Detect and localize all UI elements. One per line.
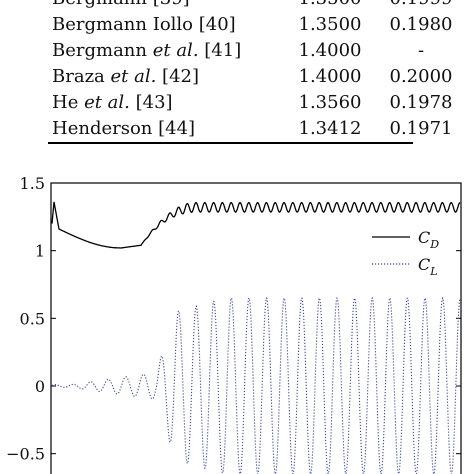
force-coefficient-chart: 1.5 1 0.5 0 −0.5 CD CL bbox=[6, 174, 462, 474]
method-cell: He et al. [43] bbox=[52, 92, 173, 113]
method-cell: Bergmann Iollo [40] bbox=[52, 14, 236, 35]
method-cell: Bergmann [39] bbox=[52, 0, 274, 12]
table-row: Braza et al. [42] 1.4000 0.2000 bbox=[52, 64, 456, 90]
y-tick-label: 1.5 bbox=[20, 174, 45, 193]
cd-value-cell: 1.3500 bbox=[298, 14, 362, 35]
table-row: He et al. [43] 1.3560 0.1978 bbox=[52, 90, 456, 116]
y-tick-label: 0 bbox=[35, 377, 45, 396]
cd-value-cell: 1.3500 bbox=[274, 0, 386, 12]
legend-label-l: CL bbox=[418, 255, 438, 278]
st-value-cell: 0.1980 bbox=[389, 14, 453, 35]
plot-frame bbox=[50, 182, 462, 474]
table-row: Bergmann Iollo [40] 1.3500 0.1980 bbox=[52, 12, 456, 38]
st-value-cell: - bbox=[417, 40, 425, 61]
legend-label-d: CD bbox=[418, 228, 439, 251]
table-row: Henderson [44] 1.3412 0.1971 bbox=[52, 116, 456, 142]
series-cl-line bbox=[51, 296, 461, 474]
y-tick-label: −0.5 bbox=[6, 445, 45, 464]
cd-value-cell: 1.3560 bbox=[298, 92, 362, 113]
cd-value-cell: 1.4000 bbox=[298, 66, 362, 87]
method-cell: Bergmann et al. [41] bbox=[52, 40, 242, 61]
legend-box bbox=[360, 224, 452, 282]
method-cell: Braza et al. [42] bbox=[52, 66, 199, 87]
st-value-cell: 0.1999 bbox=[386, 0, 456, 12]
series-cd-line bbox=[51, 201, 461, 249]
st-value-cell: 0.1978 bbox=[389, 92, 453, 113]
method-cell: Henderson [44] bbox=[52, 118, 196, 139]
st-value-cell: 0.1971 bbox=[389, 118, 453, 139]
table-bottom-rule bbox=[48, 142, 413, 144]
y-tick-labels: 1.5 1 0.5 0 −0.5 bbox=[6, 174, 45, 464]
cd-value-cell: 1.3412 bbox=[298, 118, 362, 139]
legend: CD CL bbox=[360, 224, 452, 282]
st-value-cell: 0.2000 bbox=[389, 66, 453, 87]
y-tick-label: 1 bbox=[35, 242, 45, 261]
y-tick-marks bbox=[51, 182, 461, 455]
y-tick-label: 0.5 bbox=[20, 309, 45, 328]
table-row: Bergmann et al. [41] 1.4000 - bbox=[52, 38, 456, 64]
cd-value-cell: 1.4000 bbox=[298, 40, 362, 61]
plot-axes bbox=[50, 182, 462, 474]
